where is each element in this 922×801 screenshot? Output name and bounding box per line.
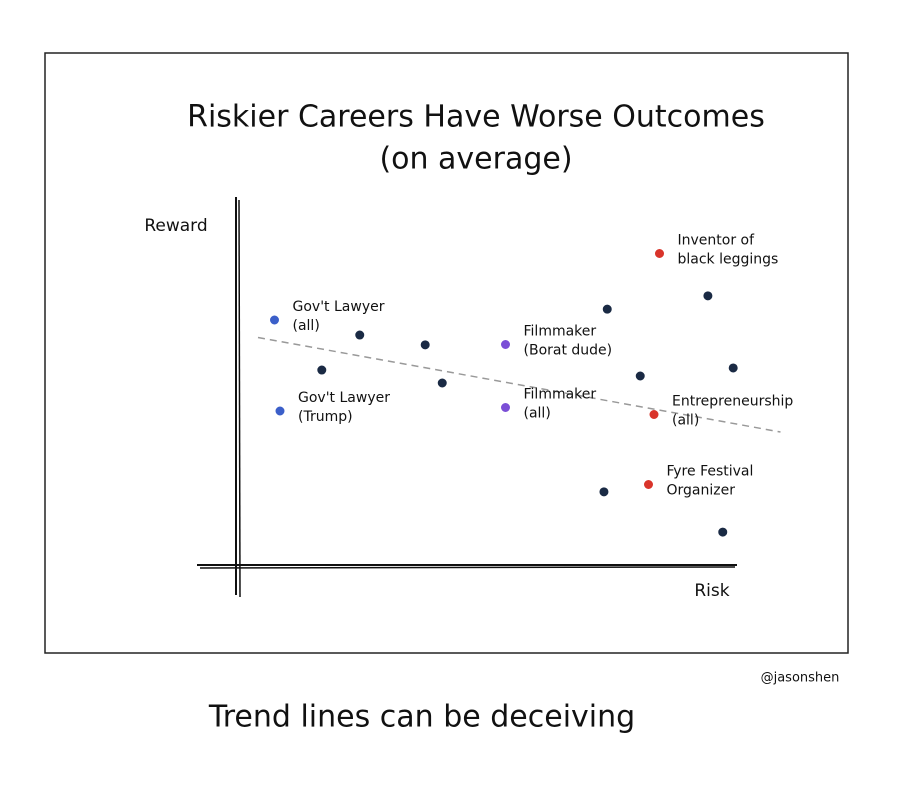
point-label: (all) — [524, 406, 551, 422]
chart-title: Riskier Careers Have Worse Outcomes — [187, 100, 765, 135]
y-axis — [238, 199, 241, 598]
point — [703, 291, 713, 301]
point — [635, 371, 645, 381]
point-label: Inventor of — [678, 233, 756, 249]
point-label: Organizer — [667, 483, 736, 499]
y-axis-label: Reward — [144, 216, 207, 236]
frame — [44, 52, 849, 654]
point — [649, 410, 659, 419]
point — [270, 315, 279, 325]
point — [602, 304, 612, 314]
point-label: Gov't Lawyer — [293, 299, 385, 315]
credit: @jasonshen — [761, 671, 840, 686]
point — [437, 378, 447, 388]
point — [501, 403, 510, 412]
point-label: Fyre Festival — [667, 464, 754, 480]
point — [275, 406, 285, 416]
chart-title: (on average) — [379, 142, 572, 177]
point — [501, 340, 510, 349]
point-label: Filmmaker — [524, 387, 597, 403]
point-label: (Borat dude) — [524, 343, 613, 359]
point-label: Gov't Lawyer — [298, 390, 390, 406]
point — [317, 365, 327, 375]
point-label: (all) — [293, 318, 320, 334]
point — [728, 363, 738, 373]
caption: Trend lines can be deceiving — [208, 700, 635, 735]
point — [644, 480, 653, 489]
x-axis-label: Risk — [694, 581, 729, 601]
point — [599, 487, 609, 497]
point — [420, 340, 430, 350]
point-label: Entrepreneurship — [672, 394, 793, 410]
point — [718, 527, 728, 537]
point-label: (Trump) — [298, 409, 353, 425]
point — [355, 330, 365, 340]
point-label: (all) — [672, 413, 699, 429]
trend-line — [257, 336, 781, 433]
point-label: Filmmaker — [524, 324, 597, 340]
x-axis — [199, 566, 736, 569]
point — [655, 249, 664, 258]
point-label: black leggings — [678, 252, 779, 268]
